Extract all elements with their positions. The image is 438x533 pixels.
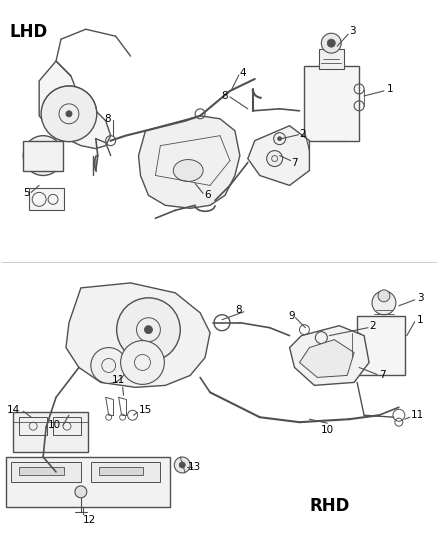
Bar <box>319 49 344 69</box>
Circle shape <box>91 348 127 383</box>
Bar <box>53 417 81 435</box>
Text: 4: 4 <box>240 68 247 78</box>
Polygon shape <box>66 283 210 387</box>
Text: 3: 3 <box>417 293 424 303</box>
Text: 15: 15 <box>138 405 152 415</box>
Polygon shape <box>39 61 111 149</box>
Bar <box>99 467 144 475</box>
Circle shape <box>75 486 87 498</box>
Text: 5: 5 <box>23 188 30 198</box>
Text: 7: 7 <box>379 370 385 381</box>
Text: 13: 13 <box>188 462 201 472</box>
Text: 3: 3 <box>349 26 356 36</box>
Bar <box>23 141 63 171</box>
Text: 11: 11 <box>411 410 424 420</box>
Circle shape <box>66 111 72 117</box>
Bar <box>11 462 81 482</box>
Circle shape <box>327 39 335 47</box>
Text: 10: 10 <box>48 420 61 430</box>
Bar <box>13 412 88 452</box>
Circle shape <box>179 462 185 468</box>
Circle shape <box>267 151 283 166</box>
Bar <box>19 467 64 475</box>
Circle shape <box>372 291 396 315</box>
Text: 8: 8 <box>104 114 111 124</box>
Bar <box>357 316 405 375</box>
Text: 8: 8 <box>221 91 228 101</box>
Text: 12: 12 <box>83 515 96 524</box>
Text: RHD: RHD <box>309 497 350 515</box>
Text: LHD: LHD <box>9 23 48 41</box>
Bar <box>19 417 47 435</box>
Bar <box>304 66 359 141</box>
Text: 14: 14 <box>7 405 20 415</box>
Text: 10: 10 <box>321 425 334 435</box>
Circle shape <box>41 86 97 142</box>
Circle shape <box>321 33 341 53</box>
Polygon shape <box>290 326 369 385</box>
Text: 1: 1 <box>417 314 424 325</box>
Polygon shape <box>248 126 309 185</box>
Ellipse shape <box>173 159 203 181</box>
Text: 8: 8 <box>235 305 242 315</box>
Circle shape <box>378 290 390 302</box>
Polygon shape <box>300 340 354 377</box>
Text: 6: 6 <box>204 190 211 200</box>
Text: 7: 7 <box>292 158 298 167</box>
Text: 2: 2 <box>300 128 306 139</box>
Text: 11: 11 <box>112 375 125 385</box>
Circle shape <box>145 326 152 334</box>
Text: 1: 1 <box>387 84 394 94</box>
Circle shape <box>23 136 63 175</box>
Circle shape <box>174 457 190 473</box>
Text: 9: 9 <box>288 311 294 321</box>
Bar <box>29 188 64 211</box>
Circle shape <box>120 341 164 384</box>
Text: 2: 2 <box>369 321 376 330</box>
Circle shape <box>117 298 180 361</box>
Circle shape <box>278 136 282 141</box>
Bar <box>7 457 170 507</box>
Polygon shape <box>138 116 240 208</box>
Bar <box>91 462 160 482</box>
